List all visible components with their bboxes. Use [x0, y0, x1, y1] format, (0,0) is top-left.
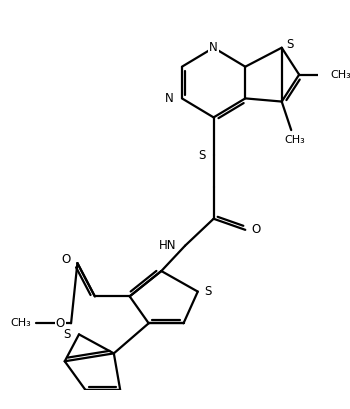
Text: O: O: [252, 223, 261, 236]
Text: S: S: [64, 328, 71, 341]
Text: S: S: [198, 149, 206, 162]
Text: N: N: [165, 92, 174, 105]
Text: CH₃: CH₃: [11, 318, 32, 328]
Text: S: S: [204, 285, 211, 298]
Text: O: O: [56, 317, 65, 330]
Text: HN: HN: [159, 239, 176, 252]
Text: CH₃: CH₃: [284, 135, 305, 145]
Text: S: S: [286, 38, 294, 51]
Text: N: N: [209, 41, 218, 54]
Text: O: O: [62, 254, 71, 266]
Text: CH₃: CH₃: [331, 70, 350, 80]
